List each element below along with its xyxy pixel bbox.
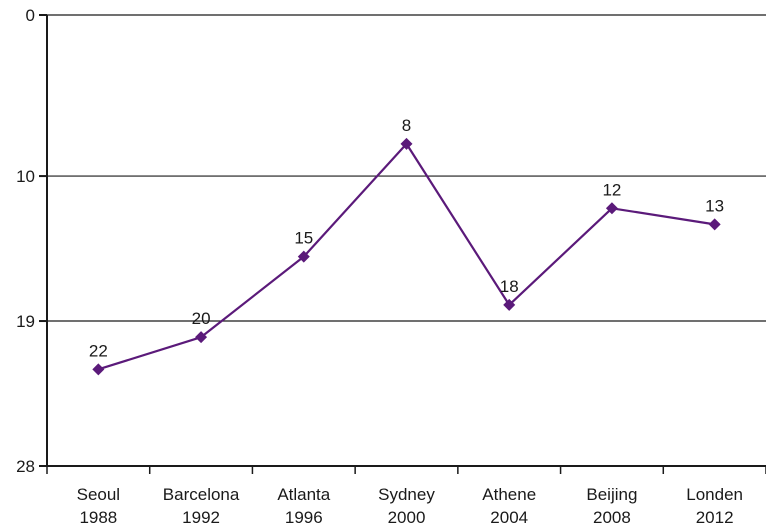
x-tick-label: Barcelona <box>163 485 240 504</box>
x-tick-label: 2008 <box>593 508 631 527</box>
series-line <box>92 137 721 376</box>
x-tick-label: 2012 <box>696 508 734 527</box>
x-tick-label: Londen <box>686 485 743 504</box>
data-point-marker <box>92 363 105 376</box>
data-label: 22 <box>89 341 108 360</box>
x-tick-label: 1992 <box>182 508 220 527</box>
data-point-marker <box>400 137 413 150</box>
x-axis-ticks: Seoul 1988 Barcelona 1992 Atlanta 1996 Sydney 2… <box>46 466 766 527</box>
x-tick-label: 1988 <box>79 508 117 527</box>
y-tick-label: 19 <box>16 312 35 331</box>
data-point-marker <box>503 298 516 311</box>
data-point-marker <box>708 218 721 231</box>
x-tick-label: 1996 <box>285 508 323 527</box>
data-label: 18 <box>500 277 519 296</box>
y-axis-ticks: 0 10 19 28 <box>16 6 47 476</box>
data-point-marker <box>605 202 618 215</box>
axes <box>46 15 766 467</box>
data-label: 15 <box>294 229 313 248</box>
y-tick-label: 28 <box>16 457 35 476</box>
series-line-path <box>98 142 715 371</box>
data-label: 20 <box>192 309 211 328</box>
y-tick-label: 0 <box>26 6 35 25</box>
data-label: 12 <box>602 180 621 199</box>
data-label: 8 <box>402 116 411 135</box>
x-tick-label: Seoul <box>77 485 120 504</box>
x-tick-label: Sydney <box>378 485 435 504</box>
gridlines <box>47 14 766 322</box>
x-tick-label: 2000 <box>388 508 426 527</box>
x-tick-label: Athene <box>482 485 536 504</box>
data-point-marker <box>297 250 310 263</box>
data-point-marker <box>195 331 208 344</box>
x-tick-label: 2004 <box>490 508 528 527</box>
x-tick-label: Atlanta <box>277 485 330 504</box>
y-tick-label: 10 <box>16 167 35 186</box>
data-labels: 22 20 15 8 18 12 13 <box>89 116 724 361</box>
x-tick-label: Beijing <box>586 485 637 504</box>
data-label: 13 <box>705 196 724 215</box>
